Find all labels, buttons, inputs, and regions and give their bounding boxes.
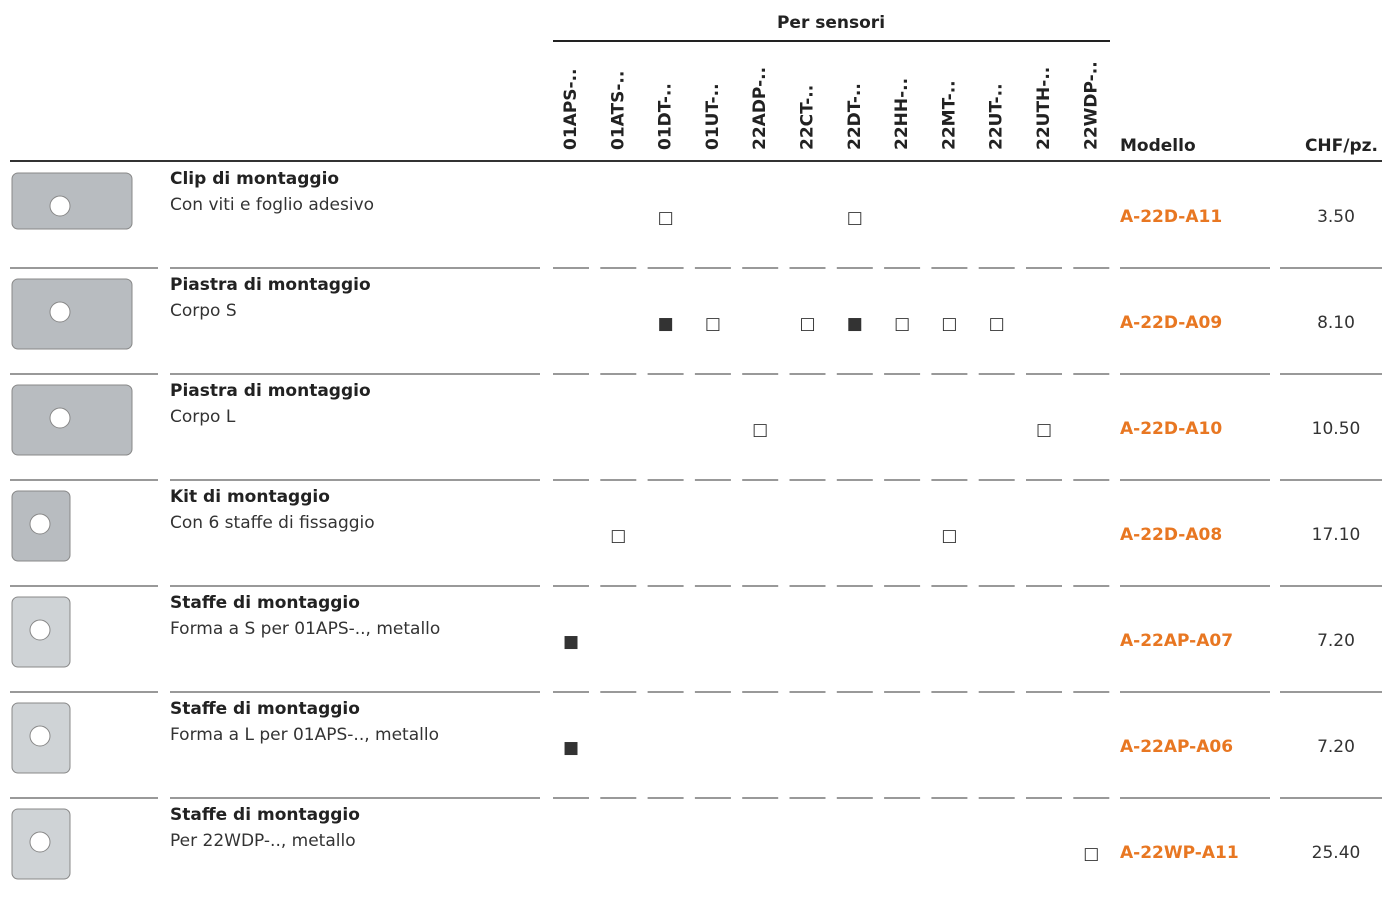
sensor-mark: □: [799, 314, 815, 334]
sensor-mark: ■: [563, 738, 579, 758]
model-code[interactable]: A-22D-A09: [1120, 313, 1222, 333]
price: 3.50: [1317, 207, 1355, 227]
product-image-hole: [29, 513, 51, 535]
sensor-mark: □: [941, 314, 957, 334]
sensor-mark: ■: [658, 314, 674, 334]
sensor-header: 01APS-..: [561, 69, 581, 151]
sensor-header: 22MT-..: [939, 80, 959, 150]
product-image: [11, 384, 133, 456]
sensor-mark: □: [610, 526, 626, 546]
sensor-mark: ■: [847, 314, 863, 334]
sensor-header: 22ADP-..: [750, 67, 770, 150]
item-title: Piastra di montaggio: [170, 381, 371, 401]
item-subtitle: Corpo S: [170, 301, 237, 321]
sensor-mark: □: [941, 526, 957, 546]
product-image-hole: [49, 195, 71, 217]
sensor-header: 01DT-..: [656, 83, 676, 150]
sensor-mark: □: [1036, 420, 1052, 440]
sensor-header: 22UT-..: [987, 83, 1007, 150]
sensor-header: 22WDP-..: [1081, 61, 1101, 150]
item-title: Kit di montaggio: [170, 487, 330, 507]
sensor-header: 01ATS-..: [608, 71, 628, 150]
product-image: [11, 172, 133, 230]
product-image-hole: [29, 831, 51, 853]
item-subtitle: Per 22WDP-.., metallo: [170, 831, 356, 851]
item-title: Staffe di montaggio: [170, 593, 360, 613]
model-code[interactable]: A-22AP-A07: [1120, 631, 1233, 651]
item-subtitle: Forma a S per 01APS-.., metallo: [170, 619, 440, 639]
price: 7.20: [1317, 631, 1355, 651]
price: 10.50: [1312, 419, 1361, 439]
item-title: Piastra di montaggio: [170, 275, 371, 295]
sensor-mark: □: [847, 208, 863, 228]
sensor-mark: ■: [563, 632, 579, 652]
product-image-hole: [29, 725, 51, 747]
price: 8.10: [1317, 313, 1355, 333]
product-image: [11, 278, 133, 350]
model-code[interactable]: A-22D-A10: [1120, 419, 1222, 439]
model-code[interactable]: A-22D-A11: [1120, 207, 1222, 227]
price: 7.20: [1317, 737, 1355, 757]
sensor-header: 01UT-..: [703, 83, 723, 150]
price-header: CHF/pz.: [1305, 136, 1378, 156]
product-image-hole: [49, 407, 71, 429]
product-image-hole: [29, 619, 51, 641]
sensor-mark: □: [1083, 844, 1099, 864]
sensor-mark: □: [752, 420, 768, 440]
sensor-mark: □: [989, 314, 1005, 334]
item-subtitle: Corpo L: [170, 407, 236, 427]
sensor-header: 22HH-..: [892, 78, 912, 150]
sensor-mark: □: [894, 314, 910, 334]
sensor-mark: □: [658, 208, 674, 228]
model-header: Modello: [1120, 136, 1196, 156]
price: 25.40: [1312, 843, 1361, 863]
sensor-mark: □: [705, 314, 721, 334]
model-code[interactable]: A-22D-A08: [1120, 525, 1222, 545]
item-subtitle: Con 6 staffe di fissaggio: [170, 513, 375, 533]
item-title: Staffe di montaggio: [170, 699, 360, 719]
sensor-header: 22UTH-..: [1034, 67, 1054, 150]
group-header: Per sensori: [777, 13, 885, 33]
item-title: Clip di montaggio: [170, 169, 339, 189]
item-subtitle: Con viti e foglio adesivo: [170, 195, 374, 215]
product-image-hole: [49, 301, 71, 323]
price: 17.10: [1312, 525, 1361, 545]
model-code[interactable]: A-22WP-A11: [1120, 843, 1239, 863]
item-title: Staffe di montaggio: [170, 805, 360, 825]
sensor-header: 22DT-..: [845, 83, 865, 150]
item-subtitle: Forma a L per 01APS-.., metallo: [170, 725, 439, 745]
model-code[interactable]: A-22AP-A06: [1120, 737, 1233, 757]
sensor-header: 22CT-..: [798, 85, 818, 150]
